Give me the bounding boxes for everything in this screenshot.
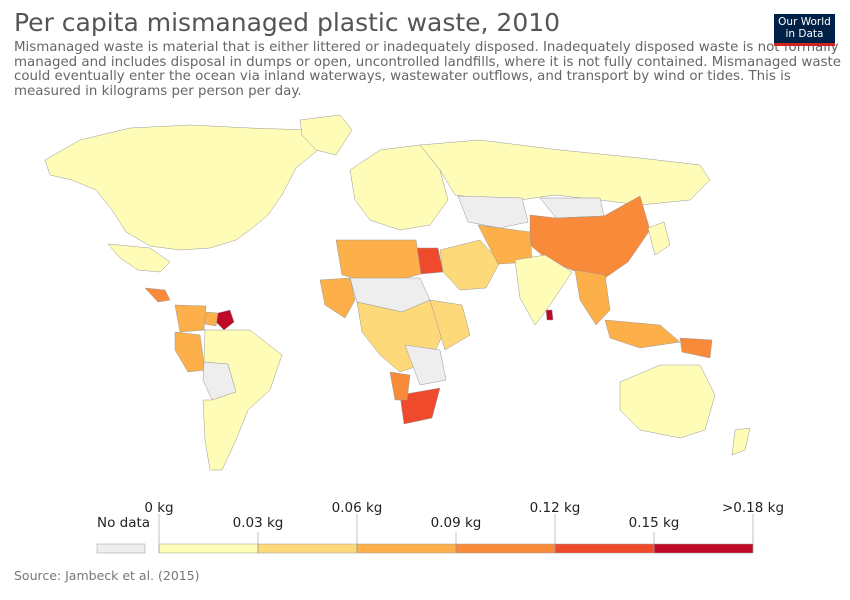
chart-title: Per capita mismanaged plastic waste, 201… bbox=[14, 8, 561, 37]
region-east-africa[interactable] bbox=[429, 299, 471, 351]
region-peru[interactable] bbox=[174, 331, 206, 373]
legend-tick-label: 0.12 kg bbox=[530, 500, 581, 516]
region-colombia[interactable] bbox=[174, 304, 207, 333]
legend-no-data-swatch bbox=[96, 543, 146, 554]
legend-swatch-4 bbox=[455, 543, 556, 554]
region-southern-africa-nodata[interactable] bbox=[404, 344, 447, 386]
region-guyana[interactable] bbox=[215, 309, 235, 331]
region-greenland[interactable] bbox=[299, 114, 353, 156]
legend-swatch-6 bbox=[653, 543, 754, 554]
region-west-africa[interactable] bbox=[319, 277, 356, 319]
legend-swatch-1 bbox=[158, 543, 259, 554]
region-india[interactable] bbox=[514, 254, 573, 326]
region-south-africa[interactable] bbox=[399, 387, 441, 425]
region-kazakhstan[interactable] bbox=[457, 195, 529, 229]
region-papua-new-guinea[interactable] bbox=[679, 337, 713, 359]
logo-line-1: Our World bbox=[778, 16, 831, 28]
region-southeast-asia[interactable] bbox=[574, 269, 611, 326]
region-new-zealand[interactable] bbox=[731, 427, 751, 456]
legend-tick-label: 0.15 kg bbox=[629, 515, 680, 531]
region-europe[interactable] bbox=[349, 144, 449, 231]
source-note: Source: Jambeck et al. (2015) bbox=[14, 568, 200, 583]
legend: No data 0 kg 0.03 kg 0.06 kg 0.09 kg 0.12 kg… bbox=[96, 500, 784, 554]
legend-swatch-2 bbox=[257, 543, 358, 554]
legend-tick-label: >0.18 kg bbox=[722, 500, 784, 516]
our-world-in-data-logo[interactable]: Our World in Data bbox=[774, 14, 835, 46]
region-middle-east[interactable] bbox=[439, 239, 501, 291]
region-japan[interactable] bbox=[647, 221, 671, 256]
region-suriname[interactable] bbox=[203, 311, 219, 327]
region-north-america[interactable] bbox=[44, 124, 319, 251]
logo-line-2: in Data bbox=[785, 28, 824, 40]
legend-swatch-5 bbox=[554, 543, 655, 554]
chart-subtitle: Mismanaged waste is material that is eit… bbox=[14, 40, 842, 99]
legend-tick-label: 0.03 kg bbox=[233, 515, 284, 531]
region-namibia[interactable] bbox=[389, 371, 411, 401]
region-central-america[interactable] bbox=[144, 287, 171, 303]
region-mexico[interactable] bbox=[107, 243, 171, 273]
region-indonesia[interactable] bbox=[604, 319, 681, 349]
legend-no-data-label: No data bbox=[97, 515, 150, 531]
region-south-america[interactable] bbox=[200, 329, 283, 471]
region-mongolia[interactable] bbox=[539, 197, 605, 219]
region-russia[interactable] bbox=[419, 139, 711, 206]
legend-tick-label: 0.09 kg bbox=[431, 515, 482, 531]
region-australia[interactable] bbox=[619, 364, 716, 439]
legend-tick-label: 0.06 kg bbox=[332, 500, 383, 516]
legend-tick-label: 0 kg bbox=[144, 500, 173, 516]
region-sri-lanka[interactable] bbox=[545, 309, 554, 321]
legend-swatch-3 bbox=[356, 543, 457, 554]
region-china[interactable] bbox=[529, 195, 651, 281]
